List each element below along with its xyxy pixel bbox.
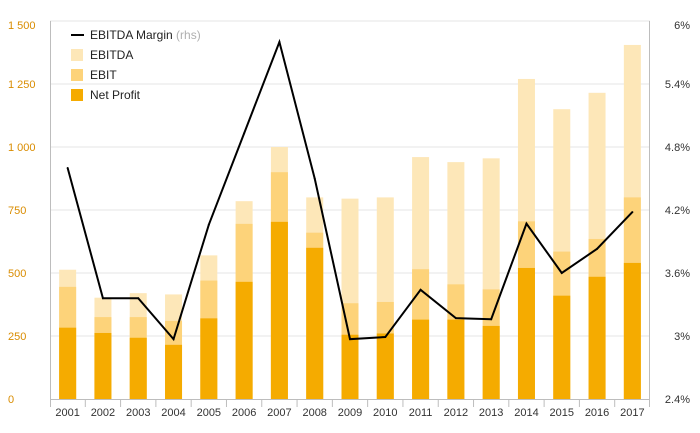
net-profit-bar-2005 xyxy=(200,318,218,399)
net-profit-bar-2010 xyxy=(376,333,394,399)
net-profit-bar-2017 xyxy=(623,262,641,399)
ebitda-margin-line-group xyxy=(66,38,634,342)
ebitda-margin-point-2004 xyxy=(172,338,175,341)
x-tick-label-2014: 2014 xyxy=(514,407,538,419)
legend-label-ebitda: EBITDA xyxy=(90,48,133,62)
net-profit-bar-2016 xyxy=(588,276,606,399)
ebitda-margin-point-2016 xyxy=(596,247,599,250)
legend-swatch-ebit xyxy=(71,69,83,81)
ebitda-margin-point-2006 xyxy=(243,132,246,135)
y-right-tick-label: 3% xyxy=(674,331,690,343)
net-profit-bar-2011 xyxy=(412,319,430,399)
x-tick-label-2010: 2010 xyxy=(373,407,397,419)
legend-swatch-ebitda xyxy=(71,49,83,61)
net-profit-bar-2008 xyxy=(306,247,324,399)
net-profit-bar-2009 xyxy=(341,334,359,399)
y-left-tick-label: 500 xyxy=(8,268,26,280)
ebitda-margin-point-2002 xyxy=(101,297,104,300)
x-tick-label-2013: 2013 xyxy=(479,407,503,419)
x-tick-label-2001: 2001 xyxy=(55,407,79,419)
x-tick-label-2004: 2004 xyxy=(161,407,185,419)
ebitda-margin-point-2015 xyxy=(560,272,563,274)
legend: EBITDA Margin (rhs) EBITDA EBIT Net Profit xyxy=(71,28,201,102)
y-left-tick-label: 1 250 xyxy=(8,79,36,91)
y-left-tick-label: 1 000 xyxy=(8,142,36,154)
net-profit-bar-2002 xyxy=(94,332,112,399)
axes: 2001 2002 2003 2004 2005 2006 2007 2008 2009 2010… xyxy=(8,20,690,419)
y-left-tick-label: 0 xyxy=(8,394,14,406)
ebitda-margin-point-2005 xyxy=(207,223,210,226)
net-profit-bar-2004 xyxy=(165,344,183,399)
x-tick-label-2005: 2005 xyxy=(197,407,221,419)
legend-label-net-profit: Net Profit xyxy=(90,88,141,102)
y-right-tick-label: 6% xyxy=(674,20,690,32)
ebitda-margin-point-2011 xyxy=(419,288,422,291)
y-right-tick-label: 4.2% xyxy=(665,205,690,217)
ebitda-margin-point-2008 xyxy=(313,177,316,180)
x-tick-label-2011: 2011 xyxy=(409,407,433,419)
y-left-tick-label: 1 500 xyxy=(8,20,36,32)
net-profit-bar-2014 xyxy=(517,267,535,399)
legend-label-ebitda-margin: EBITDA Margin (rhs) xyxy=(90,28,201,42)
y-left-tick-label: 250 xyxy=(8,331,26,343)
legend-label-ebit: EBIT xyxy=(90,68,117,82)
y-right-tick-label: 5.4% xyxy=(665,79,690,91)
net-profit-bar-2012 xyxy=(447,319,465,399)
x-tick-label-2003: 2003 xyxy=(126,407,150,419)
x-tick-label-2016: 2016 xyxy=(585,407,609,419)
x-tick-label-2017: 2017 xyxy=(620,407,644,419)
x-tick-label-2007: 2007 xyxy=(267,407,291,419)
y-left-tick-label: 750 xyxy=(8,205,26,217)
ebitda-margin-point-2017 xyxy=(631,211,634,214)
net-profit-bar-2015 xyxy=(553,295,571,399)
legend-swatch-net-profit xyxy=(71,89,83,101)
x-tick-label-2015: 2015 xyxy=(550,407,574,419)
x-tick-label-2002: 2002 xyxy=(91,407,115,419)
x-tick-label-2012: 2012 xyxy=(444,407,468,419)
ebitda-margin-point-2012 xyxy=(454,317,457,320)
x-tick-label-2009: 2009 xyxy=(338,407,362,419)
y-right-tick-label: 4.8% xyxy=(665,142,690,154)
y-right-tick-label: 2.4% xyxy=(665,394,690,406)
net-profit-bar-2003 xyxy=(129,337,147,399)
ebitda-margin-point-2013 xyxy=(490,318,493,321)
ebitda-margin-point-2003 xyxy=(137,297,140,300)
bars xyxy=(59,44,641,400)
x-tick-label-2006: 2006 xyxy=(232,407,256,419)
net-profit-bar-2013 xyxy=(482,325,500,399)
ebitda-margin-point-2009 xyxy=(349,338,351,341)
x-tick-label-2008: 2008 xyxy=(302,407,326,419)
ebitda-margin-point-2010 xyxy=(384,336,387,339)
ebitda-margin-point-2001 xyxy=(66,167,69,169)
net-profit-bar-2001 xyxy=(59,327,77,399)
y-right-tick-label: 3.6% xyxy=(665,268,690,280)
net-profit-bar-2007 xyxy=(270,221,288,399)
ebitda-margin-point-2014 xyxy=(525,222,528,225)
net-profit-bar-2006 xyxy=(235,281,253,399)
ebitda-margin-point-2007 xyxy=(278,41,281,43)
